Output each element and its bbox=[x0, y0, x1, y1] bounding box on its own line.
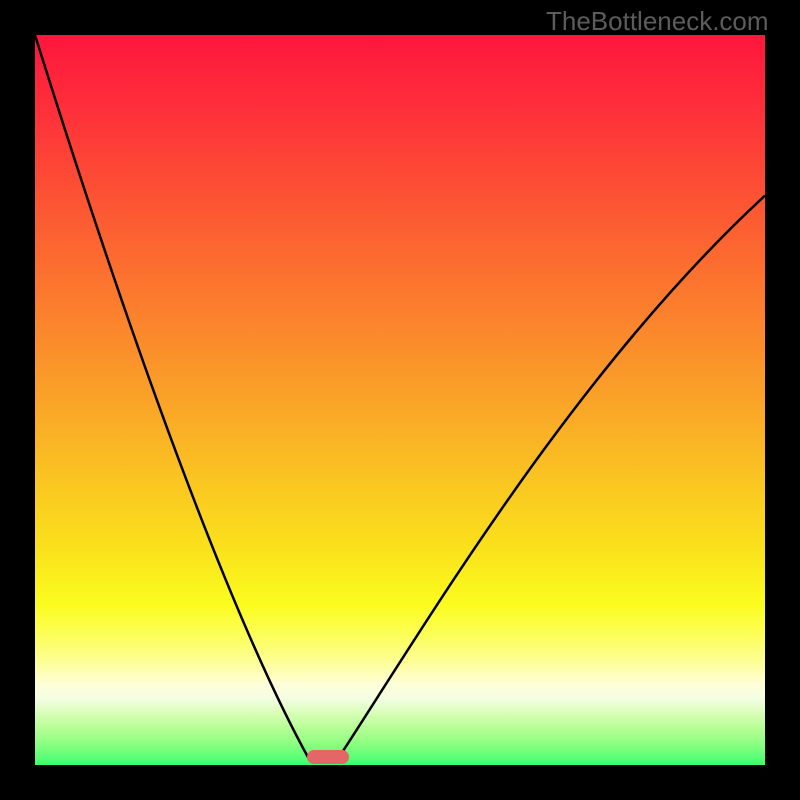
chart-container bbox=[0, 0, 800, 800]
bottleneck-curve bbox=[35, 35, 765, 765]
optimum-marker bbox=[307, 750, 349, 764]
plot-area bbox=[35, 35, 765, 765]
curve-right-branch bbox=[337, 196, 765, 760]
watermark-text: TheBottleneck.com bbox=[546, 6, 769, 37]
curve-left-branch bbox=[35, 35, 309, 760]
